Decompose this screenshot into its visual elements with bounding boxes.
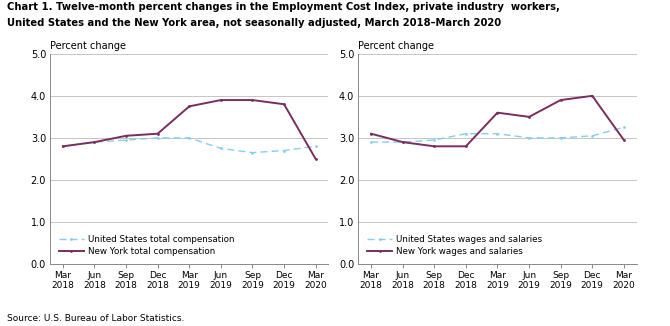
New York total compensation	[280, 102, 288, 106]
New York wages and salaries	[557, 98, 565, 102]
United States wages and salaries	[430, 138, 438, 142]
New York wages and salaries	[462, 144, 470, 148]
Line: New York total compensation: New York total compensation	[62, 99, 317, 160]
New York total compensation	[312, 157, 320, 161]
United States total compensation	[249, 151, 257, 155]
Line: United States total compensation: United States total compensation	[62, 137, 317, 154]
United States total compensation	[122, 138, 130, 142]
New York total compensation	[153, 132, 161, 136]
Text: Source: U.S. Bureau of Labor Statistics.: Source: U.S. Bureau of Labor Statistics.	[7, 314, 184, 323]
United States total compensation	[312, 144, 320, 148]
Text: United States and the New York area, not seasonally adjusted, March 2018–March 2: United States and the New York area, not…	[7, 18, 500, 28]
United States wages and salaries	[493, 132, 501, 136]
Text: Chart 1. Twelve-month percent changes in the Employment Cost Index, private indu: Chart 1. Twelve-month percent changes in…	[7, 2, 559, 12]
New York wages and salaries	[399, 140, 407, 144]
New York total compensation	[122, 134, 130, 138]
New York total compensation	[90, 140, 98, 144]
Line: United States wages and salaries: United States wages and salaries	[370, 126, 625, 143]
United States wages and salaries	[588, 134, 596, 138]
United States wages and salaries	[367, 140, 375, 144]
New York total compensation	[185, 104, 194, 108]
United States wages and salaries	[462, 132, 470, 136]
United States total compensation	[153, 136, 161, 140]
United States total compensation	[280, 149, 288, 153]
New York wages and salaries	[367, 132, 375, 136]
New York wages and salaries	[588, 94, 596, 98]
United States wages and salaries	[557, 136, 565, 140]
United States total compensation	[217, 146, 225, 150]
United States total compensation	[59, 144, 67, 148]
New York wages and salaries	[430, 144, 438, 148]
United States total compensation	[185, 136, 194, 140]
Legend: United States total compensation, New York total compensation: United States total compensation, New Yo…	[58, 233, 237, 258]
New York wages and salaries	[620, 138, 628, 142]
Text: Percent change: Percent change	[50, 40, 126, 51]
United States wages and salaries	[525, 136, 533, 140]
New York total compensation	[217, 98, 225, 102]
United States wages and salaries	[620, 126, 628, 129]
United States wages and salaries	[399, 140, 407, 144]
New York wages and salaries	[493, 111, 501, 115]
Text: Percent change: Percent change	[358, 40, 434, 51]
Line: New York wages and salaries: New York wages and salaries	[370, 95, 625, 148]
Legend: United States wages and salaries, New York wages and salaries: United States wages and salaries, New Yo…	[366, 233, 544, 258]
New York total compensation	[249, 98, 257, 102]
United States total compensation	[90, 140, 98, 144]
New York total compensation	[59, 144, 67, 148]
New York wages and salaries	[525, 115, 533, 119]
